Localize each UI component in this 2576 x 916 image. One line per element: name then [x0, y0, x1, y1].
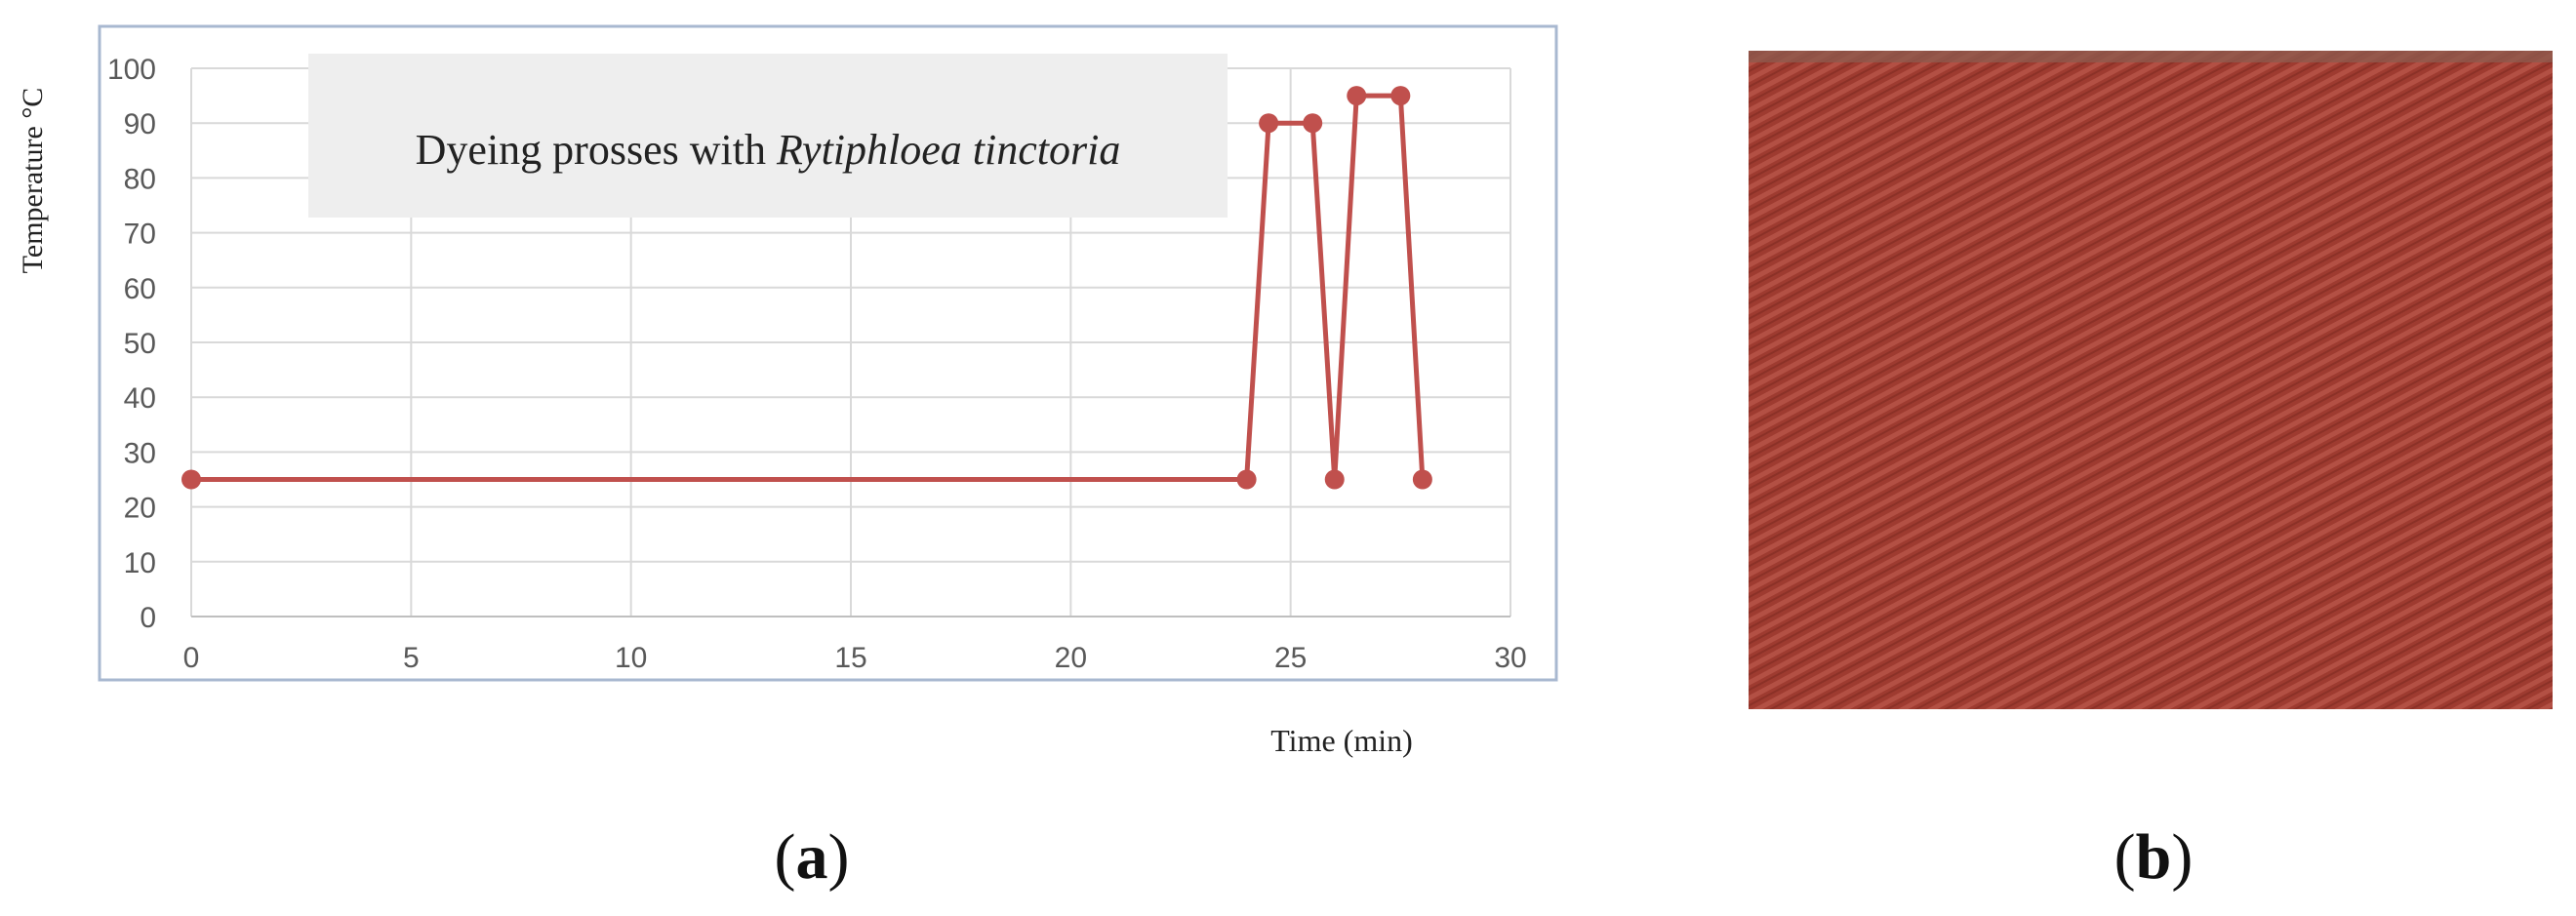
y-tick-label: 90 — [124, 108, 156, 140]
data-point — [1324, 469, 1345, 490]
chart-title-italic: Rytiphloea tinctoria — [776, 126, 1120, 174]
panel-label-a-letter: a — [796, 821, 828, 893]
x-tick-label: 10 — [615, 642, 647, 674]
panel-label-b-letter: b — [2136, 821, 2172, 893]
data-point — [1259, 113, 1279, 134]
y-tick-label: 60 — [124, 273, 156, 305]
data-point — [1390, 86, 1411, 106]
fabric-swatch-top-edge — [1749, 51, 2553, 62]
y-tick-label: 0 — [140, 602, 156, 634]
data-point — [1303, 113, 1323, 134]
data-point — [1412, 469, 1432, 490]
y-tick-label: 100 — [107, 54, 156, 86]
y-tick-label: 30 — [124, 437, 156, 469]
y-tick-label: 50 — [124, 328, 156, 360]
series-layer — [181, 86, 1432, 490]
chart-title: Dyeing prosses with Rytiphloea tinctoria — [416, 126, 1121, 174]
fabric-swatch-image — [1749, 51, 2553, 709]
panel-label-a: (a) — [775, 821, 850, 893]
y-tick-label: 80 — [124, 163, 156, 195]
y-axis-label: Temperature °C — [17, 88, 49, 274]
x-tick-label: 15 — [834, 642, 866, 674]
x-tick-label: 5 — [403, 642, 420, 674]
x-tick-label: 0 — [183, 642, 200, 674]
chart-title-prefix: Dyeing prosses with — [416, 126, 777, 174]
y-tick-labels: 0 10 20 30 40 50 60 70 80 90 100 — [107, 54, 156, 634]
y-tick-label: 40 — [124, 382, 156, 415]
x-tick-label: 30 — [1494, 642, 1526, 674]
panel-label-b: (b) — [2114, 821, 2194, 893]
x-axis-label: Time (min) — [1270, 723, 1413, 758]
y-tick-label: 20 — [124, 493, 156, 525]
x-tick-label: 25 — [1274, 642, 1307, 674]
data-point — [1347, 86, 1367, 106]
chart-panel-a: 0 5 10 15 20 25 30 0 10 20 30 40 50 60 70 80 90 100 Dyei… — [17, 24, 1558, 758]
y-tick-label: 10 — [124, 547, 156, 579]
fabric-swatch-panel-b — [1749, 51, 2553, 709]
data-point — [181, 469, 201, 490]
x-tick-labels: 0 5 10 15 20 25 30 — [183, 642, 1527, 674]
title-box — [308, 54, 1228, 218]
x-tick-label: 20 — [1055, 642, 1087, 674]
data-point — [1236, 469, 1257, 490]
y-tick-label: 70 — [124, 219, 156, 251]
